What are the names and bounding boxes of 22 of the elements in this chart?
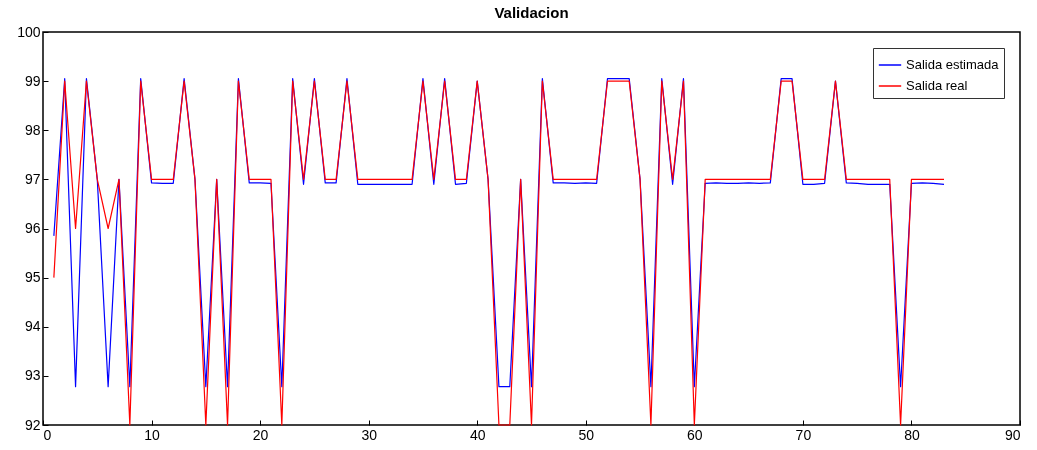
x-tick-label: 40 (469, 426, 486, 443)
x-tick-label: 50 (578, 426, 595, 443)
x-tick-label: 20 (252, 426, 269, 443)
x-tick-label: 70 (795, 426, 812, 443)
y-tick-label: 95 (24, 269, 41, 286)
y-tick-label: 99 (24, 72, 41, 89)
x-tick-label: 10 (144, 426, 161, 443)
y-tick-label: 96 (24, 220, 41, 236)
x-tick-label: 30 (361, 426, 378, 443)
x-tick-label: 60 (687, 426, 703, 443)
y-tick-label: 98 (24, 121, 41, 138)
y-tick-label: 93 (24, 367, 41, 384)
y-tick-label: 97 (24, 170, 41, 187)
x-tick-label: 80 (904, 426, 920, 443)
y-tick-label: 94 (24, 318, 41, 335)
y-tick-label: 92 (24, 416, 41, 433)
chart-title: Validacion (494, 4, 569, 21)
x-tick-label: 0 (43, 426, 52, 443)
legend-label: Salida estimada (906, 57, 1000, 72)
legend-label: Salida real (906, 78, 968, 93)
x-tick-label: 90 (1004, 426, 1021, 443)
y-tick-label: 100 (17, 23, 41, 40)
